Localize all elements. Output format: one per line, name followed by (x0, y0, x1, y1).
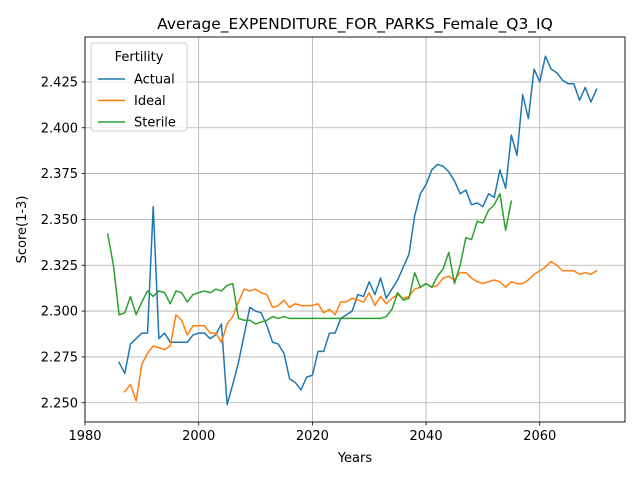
y-tick-label: 2.350 (41, 213, 78, 228)
chart-title: Average_EXPENDITURE_FOR_PARKS_Female_Q3_… (157, 15, 553, 34)
x-tick-label: 1980 (68, 429, 101, 444)
plot-frame (84, 36, 626, 423)
y-tick-label: 2.425 (41, 75, 78, 90)
series-line-sterile (106, 193, 513, 325)
y-tick-label: 2.400 (41, 121, 78, 136)
x-tick-label: 2040 (410, 429, 443, 444)
y-tick-label: 2.325 (41, 259, 78, 274)
axis-ticks: 1980 2000 2020 2040 2060 2.250 2.275 2.300 2.325… (41, 75, 557, 444)
legend-title: Fertility (115, 50, 164, 65)
legend-label-actual: Actual (134, 73, 175, 88)
series-line-actual (118, 55, 598, 406)
legend: Fertility Actual Ideal Sterile (90, 42, 188, 132)
y-axis-label: Score(1-3) (15, 196, 30, 264)
series-line-ideal (123, 260, 598, 402)
x-tick-label: 2000 (182, 429, 215, 444)
x-tick-label: 2020 (296, 429, 329, 444)
y-tick-label: 2.275 (41, 350, 78, 365)
series-lines (106, 55, 598, 406)
legend-label-sterile: Sterile (134, 116, 176, 131)
x-axis-label: Years (337, 451, 373, 466)
y-tick-label: 2.300 (41, 305, 78, 320)
legend-box (90, 42, 188, 132)
y-tick-label: 2.375 (41, 167, 78, 182)
legend-label-ideal: Ideal (134, 94, 166, 109)
x-tick-label: 2060 (523, 429, 556, 444)
y-tick-label: 2.250 (41, 396, 78, 411)
